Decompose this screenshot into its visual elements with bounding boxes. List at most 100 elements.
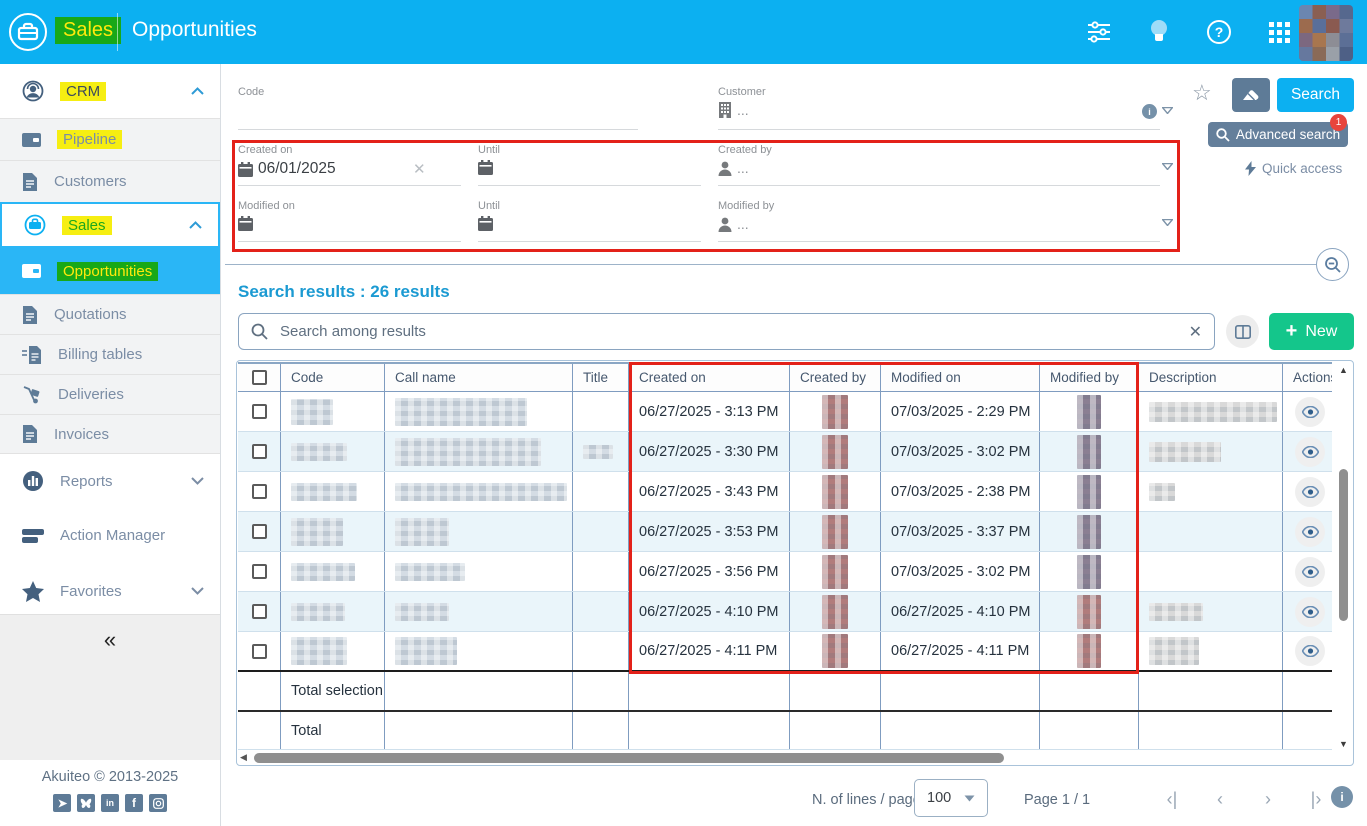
modified-on-field[interactable] (238, 216, 253, 231)
results-heading: Search results : 26 results (238, 282, 450, 302)
horizontal-scroll-thumb[interactable] (254, 753, 1004, 763)
sidebar-section-reports[interactable]: Reports (0, 458, 220, 504)
info-icon[interactable]: i (1142, 104, 1157, 119)
col-header-created-by[interactable]: Created by (790, 364, 881, 391)
previous-page-button[interactable]: ‹ (1208, 789, 1232, 810)
col-header-created-on[interactable]: Created on (629, 364, 790, 391)
sidebar-item-action-manager[interactable]: Action Manager (0, 513, 220, 558)
chevron-up-icon[interactable] (191, 87, 204, 95)
sidebar-collapse-button[interactable]: « (0, 614, 220, 760)
row-checkbox[interactable] (252, 564, 267, 579)
instagram-icon[interactable] (149, 794, 167, 812)
sidebar-section-favorites[interactable]: Favorites (0, 568, 220, 614)
col-header-modified-by[interactable]: Modified by (1040, 364, 1139, 391)
row-checkbox[interactable] (252, 604, 267, 619)
sidebar-item-customers[interactable]: Customers (0, 160, 220, 202)
lightbulb-icon[interactable] (1146, 19, 1172, 45)
last-page-button[interactable]: |› (1304, 789, 1328, 810)
view-eye-icon[interactable] (1295, 597, 1325, 627)
chevron-down-icon[interactable] (191, 587, 204, 595)
table-row[interactable]: 06/27/2025 - 3:30 PM 07/03/2025 - 3:02 P… (238, 432, 1332, 472)
col-header-code[interactable]: Code (281, 364, 385, 391)
horizontal-scrollbar[interactable]: ◀ (240, 752, 1315, 764)
col-header-modified-on[interactable]: Modified on (881, 364, 1040, 391)
table-row[interactable]: 06/27/2025 - 3:53 PM 07/03/2025 - 3:37 P… (238, 512, 1332, 552)
advanced-search-button[interactable]: Advanced search (1208, 122, 1348, 147)
chevron-down-icon[interactable] (191, 477, 204, 485)
sidebar-item-billing-tables[interactable]: Billing tables (0, 334, 220, 374)
actions-cell (1283, 632, 1332, 670)
table-row[interactable]: 06/27/2025 - 4:11 PM 06/27/2025 - 4:11 P… (238, 632, 1332, 672)
row-checkbox[interactable] (252, 524, 267, 539)
until-field[interactable] (478, 160, 493, 175)
new-button[interactable]: + New (1269, 313, 1354, 350)
row-checkbox[interactable] (252, 444, 267, 459)
table-row[interactable]: 06/27/2025 - 3:43 PM 07/03/2025 - 2:38 P… (238, 472, 1332, 512)
customer-dropdown-icon[interactable] (1162, 107, 1173, 114)
sidebar-item-opportunities-active[interactable]: Opportunities (0, 248, 220, 294)
linkedin-icon[interactable]: in (101, 794, 119, 812)
sidebar-item-quotations[interactable]: Quotations (0, 294, 220, 334)
col-header-description[interactable]: Description (1139, 364, 1283, 391)
modified-on-underline (238, 241, 461, 242)
row-checkbox[interactable] (252, 644, 267, 659)
user-avatar[interactable] (1299, 5, 1353, 61)
sidebar-section-crm[interactable]: CRM (0, 64, 220, 118)
facebook-icon[interactable]: f (125, 794, 143, 812)
created-on-field[interactable]: 06/01/2025 (238, 160, 336, 178)
apps-grid-icon[interactable] (1266, 19, 1292, 45)
until2-field[interactable] (478, 216, 493, 231)
collapse-search-panel-button[interactable] (1316, 248, 1349, 281)
column-settings-button[interactable] (1226, 315, 1259, 348)
search-button[interactable]: Search (1277, 78, 1354, 112)
table-row[interactable]: 06/27/2025 - 4:10 PM 06/27/2025 - 4:10 P… (238, 592, 1332, 632)
scroll-down-icon[interactable]: ▼ (1338, 739, 1349, 749)
settings-sliders-icon[interactable] (1086, 19, 1112, 45)
view-eye-icon[interactable] (1295, 557, 1325, 587)
sidebar-item-deliveries[interactable]: Deliveries (0, 374, 220, 414)
col-header-title[interactable]: Title (573, 364, 629, 391)
row-checkbox[interactable] (252, 404, 267, 419)
view-eye-icon[interactable] (1295, 477, 1325, 507)
scroll-up-icon[interactable]: ▲ (1338, 365, 1349, 375)
table-row[interactable]: 06/27/2025 - 3:56 PM 07/03/2025 - 3:02 P… (238, 552, 1332, 592)
chevron-up-icon[interactable] (189, 221, 202, 229)
modified-by-dropdown-icon[interactable] (1162, 219, 1173, 226)
code-input[interactable] (238, 129, 638, 130)
select-all-checkbox[interactable] (252, 370, 267, 385)
first-page-button[interactable]: ‹| (1160, 789, 1184, 810)
sidebar-item-pipeline[interactable]: Pipeline (0, 118, 220, 160)
search-among-results-input[interactable] (278, 322, 1179, 341)
view-eye-icon[interactable] (1295, 437, 1325, 467)
sidebar-item-invoices[interactable]: Invoices (0, 414, 220, 454)
quick-access-button[interactable]: Quick access (1245, 161, 1342, 176)
table-row[interactable]: 06/27/2025 - 3:13 PM 07/03/2025 - 2:29 P… (238, 392, 1332, 432)
sidebar-section-sales[interactable]: Sales (0, 202, 220, 248)
created-by-dropdown-icon[interactable] (1162, 163, 1173, 170)
scroll-left-icon[interactable]: ◀ (240, 752, 247, 763)
info-button[interactable]: i (1331, 786, 1353, 808)
bluesky-butterfly-icon[interactable] (77, 794, 95, 812)
next-page-button[interactable]: › (1256, 789, 1280, 810)
row-checkbox[interactable] (252, 484, 267, 499)
modified-by-field[interactable]: ... (718, 216, 749, 232)
created-by-field[interactable]: ... (718, 160, 749, 176)
customer-field[interactable]: ... (718, 102, 749, 118)
app-name-highlighted[interactable]: Sales (55, 17, 121, 44)
clear-created-on-icon[interactable]: ✕ (413, 160, 426, 178)
favorite-star-icon[interactable]: ☆ (1192, 80, 1212, 106)
akuiteo-logo-icon[interactable] (9, 13, 47, 51)
person-icon (718, 161, 732, 176)
view-eye-icon[interactable] (1295, 517, 1325, 547)
clear-filters-button[interactable] (1232, 78, 1270, 112)
lines-per-page-select[interactable]: 100 (914, 779, 988, 817)
vertical-scroll-thumb[interactable] (1339, 469, 1348, 621)
view-eye-icon[interactable] (1295, 397, 1325, 427)
help-icon[interactable]: ? (1206, 19, 1232, 45)
view-eye-icon[interactable] (1295, 636, 1325, 666)
created-on-underline (238, 185, 461, 186)
col-header-call-name[interactable]: Call name (385, 364, 573, 391)
vertical-scrollbar[interactable]: ▲ ▼ (1337, 365, 1350, 749)
blog-paper-plane-icon[interactable] (53, 794, 71, 812)
clear-search-icon[interactable]: ✕ (1189, 322, 1202, 342)
